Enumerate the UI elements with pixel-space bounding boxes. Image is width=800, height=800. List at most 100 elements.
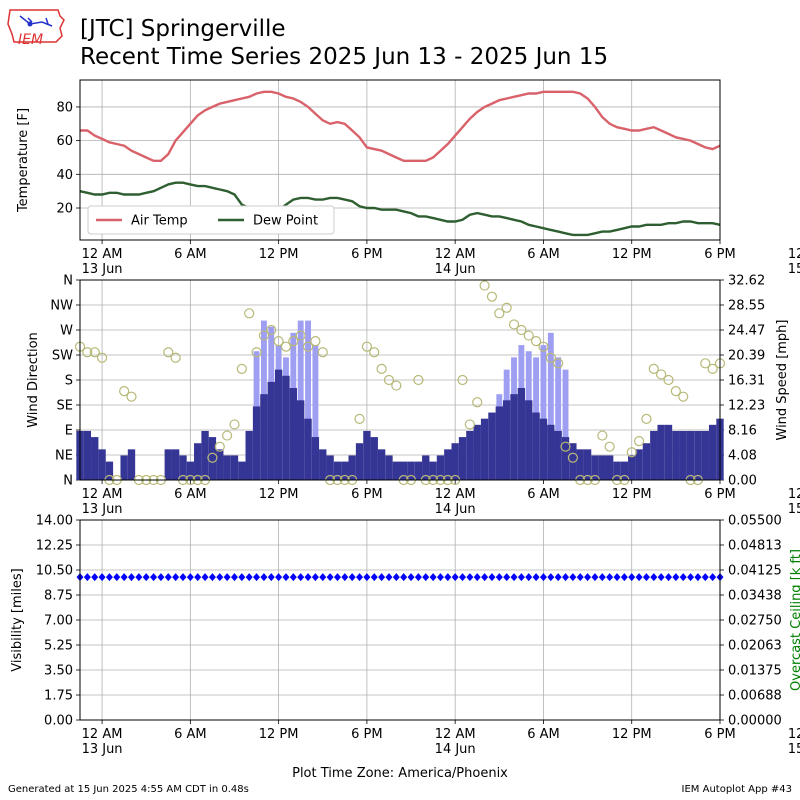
x-tick-label: 12 PM: [259, 487, 299, 502]
wind-speed-bar: [186, 461, 195, 480]
visibility-marker: [444, 573, 452, 582]
visibility-marker: [672, 573, 680, 582]
x-tick-label: 12 PM: [612, 247, 652, 262]
y2-tick-label: 12.23: [728, 399, 765, 414]
wind-speed-bar: [392, 461, 400, 480]
x-tick-date-label: 14 Jun: [435, 742, 476, 757]
wind-speed-bar: [708, 424, 717, 480]
wind-direction-marker: [280, 341, 292, 352]
wind-speed-bar: [664, 424, 673, 480]
wind-speed-bar: [591, 455, 599, 480]
wind-direction-marker: [222, 430, 233, 441]
wind-speed-bar: [282, 375, 290, 480]
wind-speed-bar: [319, 449, 327, 480]
wind-speed-bar: [179, 455, 187, 480]
wind-speed-bar: [400, 461, 408, 480]
x-tick-date-label: 13 Jun: [82, 502, 123, 517]
y-tick-label: 1.75: [44, 689, 73, 704]
x-tick-label: 6 PM: [351, 487, 382, 502]
y2-tick-label: 16.31: [728, 374, 765, 389]
x-tick-label: 12 AM: [82, 247, 123, 262]
visibility-marker: [606, 573, 614, 582]
wind-speed-bar: [532, 412, 540, 480]
x-tick-label: 12 AM: [788, 487, 800, 502]
visibility-marker: [503, 573, 511, 582]
visibility-marker: [363, 573, 371, 582]
y-axis-label: Wind Direction: [26, 332, 41, 428]
visibility-marker: [304, 573, 312, 582]
dew-point-line: [79, 181, 721, 237]
x-tick-label: 6 AM: [174, 247, 207, 262]
visibility-marker: [628, 573, 636, 582]
wind-direction-marker: [376, 363, 387, 374]
wind-direction-marker: [273, 336, 284, 347]
visibility-marker: [333, 573, 341, 582]
wind-direction-marker: [508, 319, 520, 330]
y-tick-label: 60: [56, 134, 73, 149]
x-tick-date-label: 15 Jun: [788, 502, 800, 517]
wind-direction-marker: [354, 413, 365, 424]
wind-speed-bar: [569, 443, 577, 480]
wind-speed-bar: [547, 424, 555, 480]
visibility-marker: [517, 573, 525, 582]
visibility-marker: [562, 573, 570, 582]
visibility-marker: [569, 573, 577, 582]
visibility-marker: [657, 573, 665, 582]
y-tick-label: 40: [56, 168, 73, 183]
wind-speed-bar: [274, 369, 283, 480]
wind-direction-marker: [207, 452, 218, 463]
wind-speed-bar: [635, 449, 643, 480]
wind-gust-bar: [540, 345, 547, 480]
x-tick-label: 12 AM: [435, 727, 476, 742]
y2-tick-label: 0.00000: [728, 714, 782, 729]
wind-direction-marker: [258, 330, 270, 341]
y2-tick-label: 0.00: [728, 474, 757, 489]
visibility-marker: [414, 573, 422, 582]
wind-speed-bar: [370, 437, 378, 480]
visibility-marker: [282, 573, 290, 582]
wind-direction-marker: [530, 336, 542, 347]
x-tick-label: 6 PM: [704, 727, 735, 742]
wind-direction-marker: [479, 280, 490, 291]
wind-speed-bar: [98, 449, 106, 480]
visibility-marker: [135, 573, 143, 582]
x-tick-label: 6 PM: [351, 247, 382, 262]
wind-speed-bar: [105, 461, 114, 480]
y-tick-label: SW: [52, 349, 73, 364]
y2-tick-label: 0.03438: [728, 589, 782, 604]
wind-direction-marker: [648, 363, 659, 374]
visibility-marker: [665, 573, 673, 582]
wind-direction-marker: [457, 374, 468, 386]
visibility-marker: [584, 573, 592, 582]
visibility-marker: [709, 573, 717, 582]
x-tick-label: 6 AM: [527, 727, 560, 742]
visibility-marker: [113, 573, 121, 582]
wind-speed-bar: [613, 461, 621, 480]
wind-speed-bar: [444, 449, 452, 480]
visibility-marker: [245, 573, 253, 582]
visibility-marker: [576, 573, 584, 582]
visibility-marker: [370, 573, 378, 582]
y2-tick-label: 20.39: [728, 349, 765, 364]
wind-speed-bar: [127, 449, 136, 480]
wind-gust-bar: [562, 369, 569, 480]
y-tick-label: 80: [56, 100, 73, 115]
visibility-marker: [620, 573, 628, 582]
wind-speed-bar: [598, 455, 606, 480]
visibility-marker: [488, 573, 496, 582]
wind-speed-bar: [510, 394, 518, 480]
x-tick-label: 6 AM: [527, 487, 560, 502]
x-tick-label: 12 AM: [788, 727, 800, 742]
visibility-marker: [230, 573, 238, 582]
y2-tick-label: 0.01375: [728, 664, 782, 679]
wind-speed-bar: [495, 406, 503, 480]
wind-direction-marker: [567, 452, 578, 463]
visibility-marker: [356, 573, 364, 582]
visibility-marker: [142, 573, 150, 582]
visibility-marker: [422, 573, 430, 582]
visibility-marker: [91, 573, 99, 582]
weather-map-icon: [19, 15, 53, 27]
wind-direction-marker: [464, 419, 475, 430]
wind-speed-bar: [326, 455, 334, 480]
visibility-marker: [348, 573, 356, 582]
